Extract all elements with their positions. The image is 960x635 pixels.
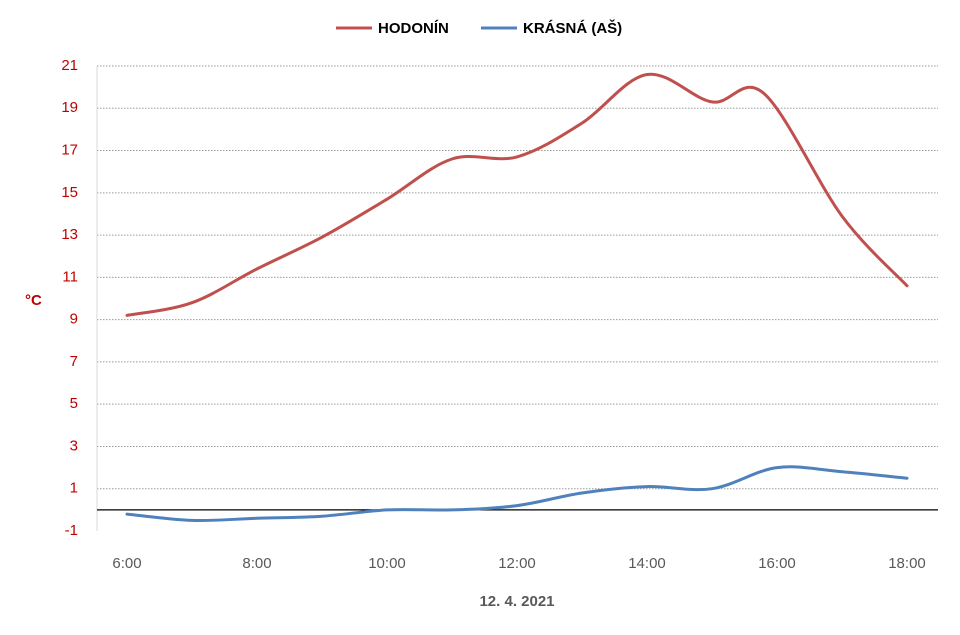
y-tick-label: 7 <box>70 353 78 370</box>
grid <box>96 65 938 531</box>
y-tick-label: 15 <box>61 184 78 201</box>
y-tick-label: 17 <box>61 142 78 159</box>
legend: HODONÍN KRÁSNÁ (AŠ) <box>336 19 622 37</box>
y-tick-label: 9 <box>70 311 78 328</box>
y-tick-label: -1 <box>65 522 78 539</box>
x-tick-label: 16:00 <box>758 555 796 572</box>
legend-label-hodonin: HODONÍN <box>378 20 449 37</box>
x-tick-label: 14:00 <box>628 555 666 572</box>
x-tick-label: 6:00 <box>112 555 141 572</box>
legend-label-krasna: KRÁSNÁ (AŠ) <box>523 19 622 37</box>
x-tick-label: 10:00 <box>368 555 406 572</box>
y-tick-label: 11 <box>62 268 78 285</box>
y-tick-label: 5 <box>70 395 78 412</box>
series-lines <box>125 72 909 523</box>
x-tick-label: 8:00 <box>242 555 271 572</box>
series-line-krasna <box>125 465 909 523</box>
y-tick-label: 13 <box>61 226 78 243</box>
series-line-hodonin <box>125 72 909 317</box>
x-axis-ticks: 6:00 8:00 10:00 12:00 14:00 16:00 18:00 <box>112 555 925 572</box>
y-tick-label: 1 <box>70 480 78 497</box>
x-axis-title: 12. 4. 2021 <box>479 593 554 610</box>
y-axis-title: °C <box>25 292 42 309</box>
y-tick-label: 19 <box>61 99 78 116</box>
x-tick-label: 18:00 <box>888 555 926 572</box>
y-tick-label: 3 <box>70 437 78 454</box>
y-tick-label: 21 <box>61 57 78 74</box>
x-tick-label: 12:00 <box>498 555 536 572</box>
